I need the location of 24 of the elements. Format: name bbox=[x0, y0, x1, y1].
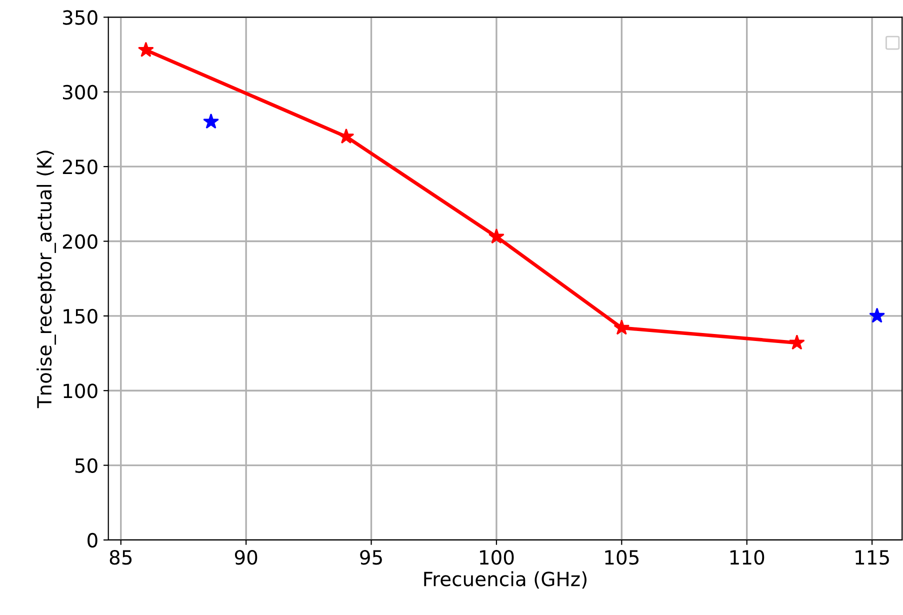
x-tick-label: 105 bbox=[605, 550, 639, 565]
y-tick-label: 100 bbox=[64, 384, 98, 398]
x-tick-label: 115 bbox=[856, 550, 889, 565]
y-tick-label: 50 bbox=[75, 458, 98, 473]
y-tick-label: 0 bbox=[88, 532, 98, 548]
point bbox=[138, 42, 154, 57]
point bbox=[338, 128, 354, 144]
y-tick-label: 250 bbox=[62, 160, 98, 174]
y-axis-title: Tnoise_receptor_actual (K) bbox=[36, 150, 56, 408]
point bbox=[614, 320, 630, 335]
y-tick-label: 150 bbox=[64, 308, 98, 324]
point bbox=[203, 113, 219, 129]
point bbox=[869, 308, 886, 323]
y-tick-label: 200 bbox=[62, 234, 98, 249]
point bbox=[488, 228, 504, 244]
x-axis-title: Frecuencia (GHz) bbox=[424, 571, 586, 589]
y-tick-label: 300 bbox=[63, 84, 98, 100]
point bbox=[788, 334, 805, 350]
x-tick-label: 90 bbox=[234, 550, 258, 565]
x-tick-label: 100 bbox=[480, 550, 514, 565]
x-tick-label: 95 bbox=[360, 550, 382, 565]
y-tick-label: 350 bbox=[63, 10, 98, 25]
x-tick-label: 110 bbox=[730, 550, 764, 565]
x-tick-label: 85 bbox=[110, 550, 132, 565]
